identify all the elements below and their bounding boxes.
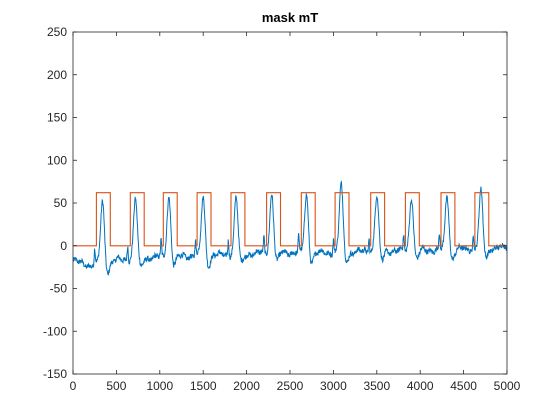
- y-tick-label: 250: [47, 25, 67, 39]
- y-tick-label: -50: [50, 282, 68, 296]
- plot-background: [73, 32, 507, 374]
- y-tick-label: -100: [43, 324, 67, 338]
- x-tick-label: 1500: [190, 379, 217, 393]
- y-tick-label: 150: [47, 111, 67, 125]
- y-tick-label: -150: [43, 367, 67, 381]
- y-tick-label: 0: [60, 239, 67, 253]
- x-tick-label: 4500: [450, 379, 477, 393]
- chart-title: mask mT: [262, 10, 318, 25]
- x-tick-label: 5000: [494, 379, 521, 393]
- x-tick-label: 0: [70, 379, 77, 393]
- x-tick-label: 3000: [320, 379, 347, 393]
- y-tick-label: 200: [47, 68, 67, 82]
- axes: 0 500 1000 1500 2000 2500 3000 3500 4000 4500 5000…: [43, 25, 521, 393]
- y-tick-label: 50: [54, 196, 68, 210]
- mask-series-line: [73, 192, 507, 247]
- signal-series-line: [73, 180, 507, 276]
- y-tick-label: 100: [47, 153, 67, 167]
- x-tick-label: 500: [106, 379, 126, 393]
- x-tick-label: 4000: [407, 379, 434, 393]
- x-tick-label: 1000: [146, 379, 173, 393]
- x-tick-label: 3500: [363, 379, 390, 393]
- x-tick-label: 2000: [233, 379, 260, 393]
- plot-area: [73, 32, 507, 374]
- x-tick-label: 2500: [277, 379, 304, 393]
